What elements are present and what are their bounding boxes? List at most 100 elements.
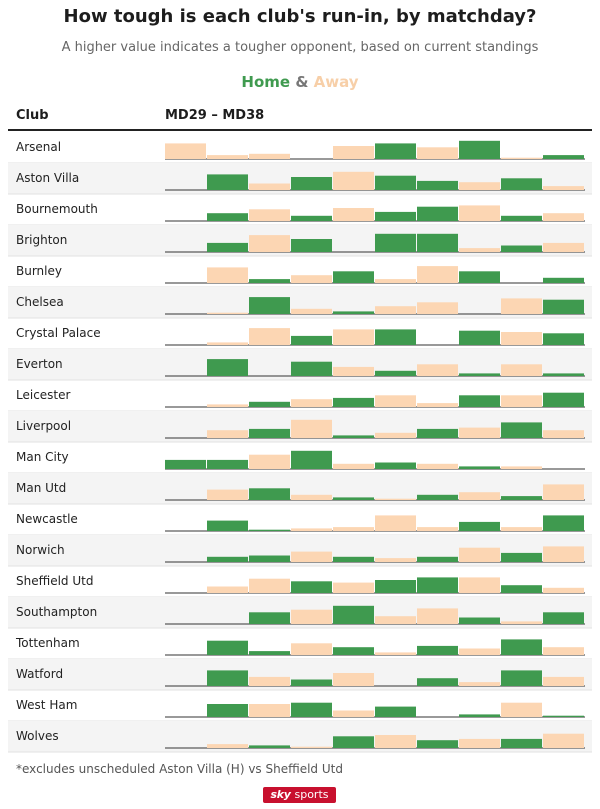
bar-burnley-md32 bbox=[291, 275, 332, 283]
bar-chelsea-md33 bbox=[333, 311, 374, 314]
bar-sheffield-utd-md31 bbox=[249, 578, 290, 593]
bar-man-city-md36 bbox=[459, 466, 500, 469]
club-label-bournemouth: Bournemouth bbox=[16, 202, 98, 216]
bar-liverpool-md36 bbox=[459, 427, 500, 438]
bar-sheffield-utd-md37 bbox=[501, 585, 542, 593]
bar-newcastle-md38 bbox=[543, 515, 584, 531]
bar-west-ham-md36 bbox=[459, 714, 500, 717]
run-in-chart: Arsenal Aston Villa Bournemouth Brighton Bur… bbox=[8, 140, 592, 753]
bar-newcastle-md37 bbox=[501, 527, 542, 531]
bar-crystal-palace-md34 bbox=[375, 329, 416, 345]
bar-southampton-md33 bbox=[333, 605, 374, 624]
bar-newcastle-md30 bbox=[207, 520, 248, 531]
bar-sheffield-utd-md33 bbox=[333, 582, 374, 593]
bar-burnley-md36 bbox=[459, 271, 500, 283]
bar-watford-md32 bbox=[291, 679, 332, 686]
bar-west-ham-md33 bbox=[333, 710, 374, 717]
bar-wolves-md38 bbox=[543, 733, 584, 748]
bar-tottenham-md31 bbox=[249, 651, 290, 655]
chart-title: How tough is each club's run-in, by matc… bbox=[63, 6, 537, 27]
bar-liverpool-md31 bbox=[249, 428, 290, 438]
bar-brighton-md30 bbox=[207, 242, 248, 252]
bar-liverpool-md34 bbox=[375, 432, 416, 438]
bar-tottenham-md33 bbox=[333, 647, 374, 655]
bar-man-city-md37 bbox=[501, 466, 542, 469]
bar-watford-md35 bbox=[417, 678, 458, 686]
club-label-man-utd: Man Utd bbox=[16, 481, 66, 495]
bar-brighton-md37 bbox=[501, 245, 542, 252]
bar-west-ham-md31 bbox=[249, 704, 290, 717]
bar-sheffield-utd-md30 bbox=[207, 586, 248, 593]
bar-crystal-palace-md37 bbox=[501, 332, 542, 345]
bar-leicester-md32 bbox=[291, 399, 332, 407]
bar-crystal-palace-md32 bbox=[291, 335, 332, 345]
bar-burnley-md38 bbox=[543, 277, 584, 283]
bar-everton-md35 bbox=[417, 364, 458, 376]
bar-sheffield-utd-md36 bbox=[459, 577, 500, 593]
bar-arsenal-md35 bbox=[417, 147, 458, 159]
bar-leicester-md37 bbox=[501, 395, 542, 407]
bar-liverpool-md38 bbox=[543, 430, 584, 438]
bar-tottenham-md35 bbox=[417, 645, 458, 655]
club-label-sheffield-utd: Sheffield Utd bbox=[16, 574, 93, 588]
bar-norwich-md34 bbox=[375, 558, 416, 562]
bar-bournemouth-md35 bbox=[417, 206, 458, 221]
bar-chelsea-md32 bbox=[291, 308, 332, 314]
header-rule bbox=[8, 129, 592, 131]
bar-tottenham-md34 bbox=[375, 652, 416, 655]
bar-chelsea-md30 bbox=[207, 312, 248, 314]
club-label-west-ham: West Ham bbox=[16, 698, 77, 712]
club-label-liverpool: Liverpool bbox=[16, 419, 71, 433]
bar-wolves-md35 bbox=[417, 740, 458, 748]
sky-sports-logo: sky sports bbox=[263, 787, 336, 803]
bar-aston-villa-md30 bbox=[207, 174, 248, 190]
bar-arsenal-md37 bbox=[501, 157, 542, 159]
club-label-newcastle: Newcastle bbox=[16, 512, 78, 526]
club-label-tottenham: Tottenham bbox=[15, 636, 80, 650]
bar-bournemouth-md32 bbox=[291, 215, 332, 221]
legend-home: Home bbox=[241, 73, 291, 91]
bar-norwich-md35 bbox=[417, 556, 458, 562]
bar-aston-villa-md35 bbox=[417, 180, 458, 190]
bar-bournemouth-md36 bbox=[459, 205, 500, 221]
bar-man-city-md35 bbox=[417, 463, 458, 469]
bar-bournemouth-md33 bbox=[333, 208, 374, 221]
bar-brighton-md31 bbox=[249, 235, 290, 252]
bar-liverpool-md32 bbox=[291, 419, 332, 438]
bar-man-utd-md32 bbox=[291, 494, 332, 500]
legend: Home & Away bbox=[0, 73, 600, 91]
bar-norwich-md30 bbox=[207, 556, 248, 562]
bar-bournemouth-md31 bbox=[249, 209, 290, 221]
bar-wolves-md32 bbox=[291, 746, 332, 748]
bar-arsenal-md29 bbox=[165, 143, 206, 159]
club-label-watford: Watford bbox=[16, 667, 63, 681]
bar-man-city-md31 bbox=[249, 454, 290, 469]
bar-man-utd-md37 bbox=[501, 496, 542, 500]
bar-man-city-md34 bbox=[375, 462, 416, 469]
bar-southampton-md32 bbox=[291, 609, 332, 624]
bar-norwich-md32 bbox=[291, 551, 332, 562]
bar-newcastle-md31 bbox=[249, 529, 290, 531]
bar-arsenal-md30 bbox=[207, 155, 248, 159]
bar-liverpool-md33 bbox=[333, 435, 374, 438]
bar-liverpool-md37 bbox=[501, 422, 542, 438]
bar-brighton-md38 bbox=[543, 242, 584, 252]
bar-west-ham-md38 bbox=[543, 715, 584, 717]
bar-sheffield-utd-md34 bbox=[375, 580, 416, 593]
bar-aston-villa-md33 bbox=[333, 171, 374, 190]
bar-chelsea-md35 bbox=[417, 302, 458, 314]
club-label-crystal-palace: Crystal Palace bbox=[16, 326, 101, 340]
bar-tottenham-md37 bbox=[501, 639, 542, 655]
club-label-southampton: Southampton bbox=[16, 605, 97, 619]
club-label-leicester: Leicester bbox=[16, 388, 71, 402]
bar-southampton-md37 bbox=[501, 621, 542, 624]
bar-aston-villa-md34 bbox=[375, 175, 416, 190]
bar-southampton-md34 bbox=[375, 616, 416, 624]
bar-norwich-md38 bbox=[543, 546, 584, 562]
bar-man-utd-md35 bbox=[417, 494, 458, 500]
bar-southampton-md35 bbox=[417, 608, 458, 624]
bar-arsenal-md34 bbox=[375, 143, 416, 159]
bar-tottenham-md36 bbox=[459, 648, 500, 655]
bar-man-utd-md30 bbox=[207, 489, 248, 500]
bar-sheffield-utd-md38 bbox=[543, 587, 584, 593]
